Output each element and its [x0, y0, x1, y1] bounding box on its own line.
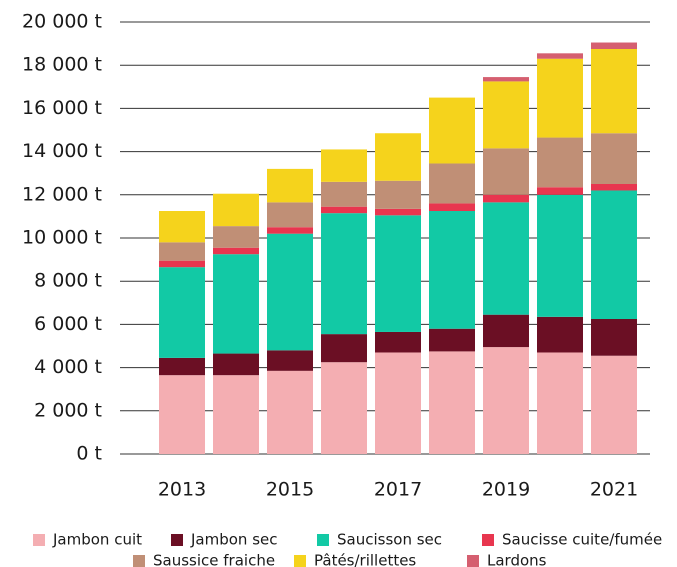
- bar-segment: [483, 148, 529, 195]
- bar-segment: [267, 233, 313, 351]
- bar-segment: [267, 227, 313, 234]
- x-tick-label: 2013: [158, 479, 206, 501]
- bar-segment: [483, 81, 529, 149]
- bar-segment: [591, 319, 637, 356]
- bar-segment: [375, 331, 421, 353]
- bar-segment: [429, 351, 475, 454]
- bar-segment: [213, 247, 259, 255]
- bar-segment: [591, 49, 637, 134]
- bar-segment: [375, 180, 421, 209]
- bar-segment: [321, 181, 367, 207]
- x-tick-label: 2019: [482, 479, 530, 501]
- bar-segment: [375, 208, 421, 216]
- bar-segment: [213, 353, 259, 376]
- bar-segment: [429, 97, 475, 164]
- bar-segment: [159, 211, 205, 243]
- y-tick-label: 12 000 t: [22, 183, 102, 205]
- bar-segment: [537, 187, 583, 195]
- bar-segment: [537, 352, 583, 454]
- x-tick-label: 2017: [374, 479, 422, 501]
- y-tick-label: 8 000 t: [34, 270, 102, 292]
- legend-label: Pâtés/rillettes: [314, 552, 416, 567]
- bar-segment: [537, 316, 583, 353]
- bar-segment: [213, 375, 259, 454]
- bar-segment: [483, 77, 529, 82]
- legend-swatch: [171, 534, 183, 546]
- legend-swatch: [33, 534, 45, 546]
- legend-swatch: [467, 555, 479, 567]
- legend-label: Lardons: [487, 552, 547, 567]
- bar-segment: [483, 314, 529, 348]
- bar-segment: [375, 215, 421, 332]
- y-tick-label: 10 000 t: [22, 227, 102, 249]
- y-tick-label: 2 000 t: [34, 399, 102, 421]
- y-tick-label: 14 000 t: [22, 140, 102, 162]
- bar-segment: [591, 190, 637, 319]
- legend-label: Saucisson sec: [337, 531, 442, 549]
- bar-segment: [267, 370, 313, 454]
- x-tick-label: 2015: [266, 479, 314, 501]
- bar-segment: [213, 254, 259, 354]
- bar-segment: [537, 137, 583, 188]
- bar-segment: [375, 133, 421, 181]
- bar-segment: [429, 203, 475, 211]
- bar-segment: [321, 213, 367, 335]
- bar-segment: [429, 163, 475, 204]
- bar-segment: [537, 53, 583, 59]
- bar-segment: [429, 328, 475, 352]
- y-tick-label: 20 000 t: [22, 11, 102, 33]
- y-tick-label: 4 000 t: [34, 356, 102, 378]
- bar-segment: [213, 193, 259, 227]
- bar-segment: [591, 184, 637, 191]
- bar-segment: [159, 242, 205, 261]
- y-tick-label: 18 000 t: [22, 54, 102, 76]
- legend-label: Saussice fraiche: [153, 552, 275, 567]
- bar-segment: [321, 206, 367, 214]
- y-tick-label: 0 t: [76, 443, 102, 465]
- legend-label: Jambon sec: [190, 531, 278, 549]
- legend-swatch: [482, 534, 494, 546]
- bar-segment: [159, 357, 205, 376]
- y-tick-label: 6 000 t: [34, 313, 102, 335]
- bar-segment: [267, 202, 313, 228]
- bar-segment: [321, 334, 367, 363]
- bar-segment: [321, 362, 367, 454]
- legend-label: Jambon cuit: [52, 531, 142, 549]
- bar-segment: [537, 194, 583, 317]
- bar-segment: [267, 168, 313, 203]
- bar-segment: [483, 194, 529, 203]
- bar-segment: [591, 355, 637, 454]
- bar-segment: [591, 42, 637, 49]
- y-tick-label: 16 000 t: [22, 97, 102, 119]
- legend-swatch: [317, 534, 329, 546]
- bar-segment: [213, 226, 259, 248]
- bar-segment: [591, 133, 637, 184]
- bar-segment: [537, 58, 583, 138]
- legend-label: Saucisse cuite/fumée: [502, 531, 662, 549]
- bar-segment: [483, 347, 529, 454]
- bar-segment: [429, 211, 475, 329]
- bar-segment: [159, 267, 205, 358]
- x-tick-label: 2021: [590, 479, 638, 501]
- bar-segment: [159, 375, 205, 454]
- legend-swatch: [133, 555, 145, 567]
- legend-swatch: [294, 555, 306, 567]
- bar-segment: [375, 352, 421, 454]
- bar-segment: [321, 149, 367, 182]
- bar-segment: [267, 350, 313, 371]
- bar-segment: [483, 202, 529, 315]
- bar-segment: [159, 260, 205, 268]
